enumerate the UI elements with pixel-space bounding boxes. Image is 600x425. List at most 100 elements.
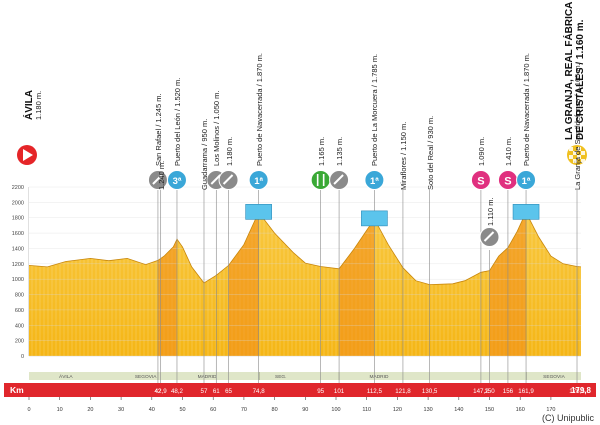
waypoint-label: San Rafael / 1.245 m. (153, 93, 163, 166)
x-tick-label: 40 (149, 407, 155, 413)
x-tick-label: 140 (454, 407, 463, 413)
y-tick-label: 0 (21, 354, 24, 360)
km-marker-label: 65 (225, 388, 232, 395)
y-tick-label: 400 (15, 323, 24, 329)
sprint-icon-mark (333, 174, 344, 185)
y-tick-label: 200 (15, 339, 24, 345)
profile-outline (28, 211, 582, 286)
km-marker-label: 178,5 (569, 388, 585, 395)
x-tick-label: 0 (27, 407, 30, 413)
finish-town-label-line2: DE CRISTALES / 1.160 m. (575, 19, 586, 140)
waypoint-label: Guadarrama / 950 m. (199, 118, 209, 190)
mountain-category-icon (166, 170, 187, 190)
waypoint-label: Puerto del León / 1.520 m. (172, 77, 182, 166)
km-marker-label: 61 (213, 388, 220, 395)
km-bar-label: Km (10, 385, 24, 395)
summit-marker-box (361, 210, 388, 227)
mountain-category-label: 1ª (254, 176, 263, 187)
province-band (29, 372, 581, 380)
finish-checker (581, 159, 585, 163)
finish-checker (573, 151, 577, 155)
x-tick-label: 160 (516, 407, 525, 413)
km-marker-label: 101 (334, 388, 345, 395)
sprint-icon-mark (222, 174, 234, 185)
waypoint-label: 1.180 m. (224, 136, 234, 166)
province-label: SEGOVIA (135, 374, 157, 380)
x-tick-label: 50 (179, 407, 185, 413)
finish-town-label-line1: LA GRANJA, REAL FÁBRICA (564, 1, 575, 140)
x-tick-label: 130 (424, 407, 433, 413)
sprint-icon-mark (152, 174, 163, 185)
waypoint-label: Soto del Real / 930 m. (425, 115, 435, 190)
x-tick-label: 100 (331, 407, 340, 413)
km-marker-label: 74,8 (253, 388, 266, 395)
mountain-category-label: 3ª (173, 176, 182, 187)
start-arrow-icon (23, 149, 33, 161)
waypoint-label: 1.165 m. (316, 136, 326, 166)
km-marker-label: 42 (154, 388, 161, 395)
y-tick-label: 2000 (12, 200, 24, 206)
sky-mask (29, 185, 581, 285)
x-tick-label: 120 (393, 407, 402, 413)
y-tick-label: 1400 (12, 246, 24, 252)
province-label: MADRID (198, 374, 217, 380)
y-tick-label: 2200 (12, 185, 24, 191)
km-marker-label: 179,8 (571, 386, 592, 395)
km-marker-label: 161,9 (518, 388, 534, 395)
feed-icon-mark (316, 174, 325, 186)
sprint-icon-mark (483, 231, 495, 242)
mountain-category-label: 1ª (370, 176, 379, 187)
sprint-icon (470, 170, 491, 190)
waypoint-label: Puerto de La Morcuera / 1.785 m. (370, 53, 380, 166)
x-tick-label: 170 (546, 407, 555, 413)
x-tick-label: 90 (302, 407, 308, 413)
waypoint-label: Puerto de Navacerrada / 1.870 m. (522, 53, 532, 166)
finish-checker (577, 155, 581, 159)
mountain-category-icon (364, 170, 385, 190)
y-tick-label: 1600 (12, 231, 24, 237)
waypoint-label: Puerto de Navacerrada / 1.870 m. (254, 53, 264, 166)
summit-marker-box (512, 204, 540, 220)
summit-marker-box (245, 204, 272, 220)
x-tick-label: 30 (118, 407, 124, 413)
sprint-icon-label: S (477, 176, 484, 188)
sprint-icon-label: S (504, 176, 511, 188)
y-tick-label: 1200 (12, 262, 24, 268)
y-tick-label: 600 (15, 308, 24, 314)
mountain-category-icon (248, 170, 269, 190)
x-tick-label: 10 (57, 407, 63, 413)
province-label: SEGOVIA (543, 374, 565, 380)
y-tick-label: 800 (15, 293, 24, 299)
km-marker-label: 95 (317, 388, 324, 395)
waypoint-label: 1.135 m. (335, 136, 345, 166)
km-marker-label: 112,5 (367, 388, 383, 395)
province-label: SEG. (275, 374, 286, 380)
x-tick-label: 150 (485, 407, 494, 413)
finish-checker (569, 155, 573, 159)
province-label: ÁVILA (59, 373, 73, 380)
waypoint-label: Los Molinos / 1.050 m. (212, 90, 222, 166)
x-tick-label: 60 (210, 407, 216, 413)
feed-zone-icon (310, 170, 331, 190)
sprint-icon-mark (210, 174, 221, 185)
km-marker-label: 130,5 (422, 388, 438, 395)
km-marker-label: 150 (484, 388, 495, 395)
km-marker-label: 156 (503, 388, 514, 395)
start-altitude-label: 1.180 m. (34, 90, 43, 120)
waypoint-label: 1.090 m. (476, 136, 486, 166)
km-marker-label: 48,2 (171, 388, 184, 395)
x-tick-label: 80 (272, 407, 278, 413)
finish-checker (569, 147, 573, 151)
mountain-category-icon (516, 170, 537, 190)
finish-checker (573, 159, 577, 163)
x-tick-label: 20 (87, 407, 93, 413)
waypoint-label: Miraflores / 1.150 m. (398, 121, 408, 190)
waypoint-label: 1.110 m. (485, 197, 495, 226)
km-marker-label: 57 (201, 388, 208, 395)
copyright-credit: (C) Unipublic (541, 413, 594, 423)
x-tick-label: 110 (362, 407, 371, 413)
km-marker-label: 121,8 (395, 388, 411, 395)
x-tick-label: 70 (241, 407, 247, 413)
y-tick-label: 1800 (12, 216, 24, 222)
